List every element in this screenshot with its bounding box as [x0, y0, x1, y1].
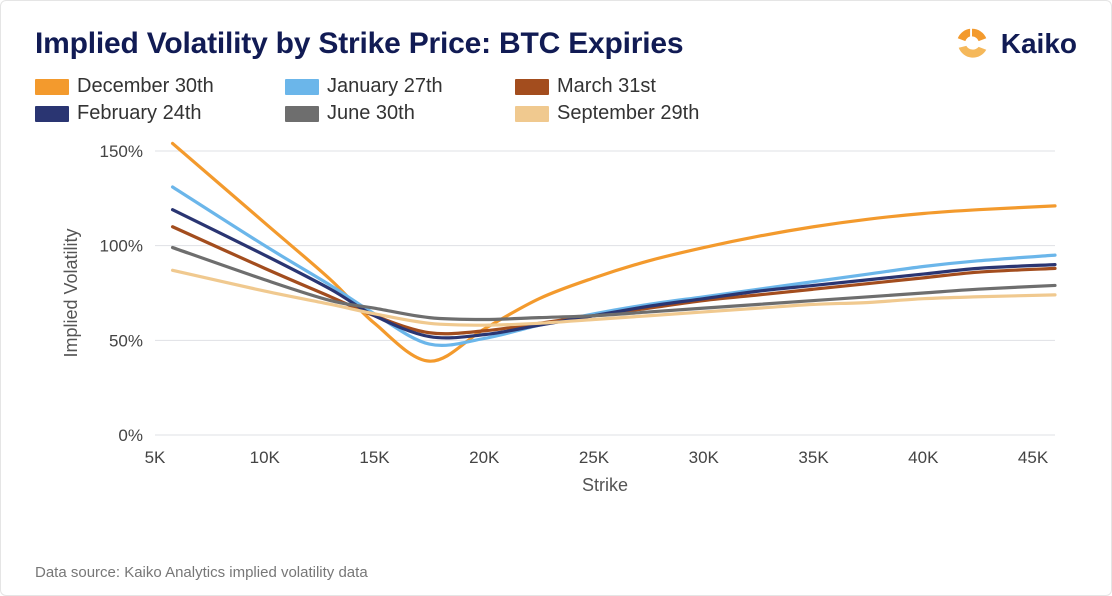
svg-text:30K: 30K	[689, 448, 720, 467]
svg-text:15K: 15K	[359, 448, 390, 467]
series-line	[173, 187, 1055, 345]
legend-swatch	[285, 79, 319, 95]
svg-text:45K: 45K	[1018, 448, 1049, 467]
legend-swatch	[515, 79, 549, 95]
legend-item: January 27th	[285, 75, 505, 98]
svg-text:Strike: Strike	[582, 475, 628, 495]
data-source-note: Data source: Kaiko Analytics implied vol…	[35, 564, 368, 581]
legend-item: June 30th	[285, 102, 505, 125]
brand-name: Kaiko	[1001, 28, 1077, 60]
legend-swatch	[35, 79, 69, 95]
svg-text:150%: 150%	[100, 142, 143, 161]
svg-text:25K: 25K	[579, 448, 610, 467]
legend-item: December 30th	[35, 75, 275, 98]
header: Implied Volatility by Strike Price: BTC …	[35, 25, 1077, 63]
legend-swatch	[285, 106, 319, 122]
svg-text:0%: 0%	[118, 426, 143, 445]
legend-label: June 30th	[327, 102, 415, 125]
svg-text:20K: 20K	[469, 448, 500, 467]
legend-label: February 24th	[77, 102, 202, 125]
svg-text:5K: 5K	[145, 448, 166, 467]
chart-card: Implied Volatility by Strike Price: BTC …	[0, 0, 1112, 596]
svg-text:40K: 40K	[908, 448, 939, 467]
legend-swatch	[35, 106, 69, 122]
svg-text:35K: 35K	[798, 448, 829, 467]
legend-label: January 27th	[327, 75, 443, 98]
svg-text:Implied Volatility: Implied Volatility	[61, 228, 81, 357]
legend-label: March 31st	[557, 75, 656, 98]
legend-label: September 29th	[557, 102, 699, 125]
series-line	[173, 143, 1055, 361]
kaiko-logo-icon	[953, 25, 991, 63]
chart-area: 0% 50% 100% 150% 5K 10K 15K 20K 25K 30K 35K 40K 45K S…	[35, 135, 1077, 500]
chart-title: Implied Volatility by Strike Price: BTC …	[35, 27, 683, 61]
legend-item: September 29th	[515, 102, 735, 125]
svg-text:50%: 50%	[109, 331, 143, 350]
svg-text:100%: 100%	[100, 237, 143, 256]
legend: December 30th January 27th March 31st Febru…	[35, 75, 1077, 125]
legend-label: December 30th	[77, 75, 214, 98]
legend-item: February 24th	[35, 102, 275, 125]
legend-swatch	[515, 106, 549, 122]
svg-text:10K: 10K	[250, 448, 281, 467]
legend-item: March 31st	[515, 75, 735, 98]
brand: Kaiko	[953, 25, 1077, 63]
line-chart: 0% 50% 100% 150% 5K 10K 15K 20K 25K 30K 35K 40K 45K S…	[35, 135, 1075, 495]
